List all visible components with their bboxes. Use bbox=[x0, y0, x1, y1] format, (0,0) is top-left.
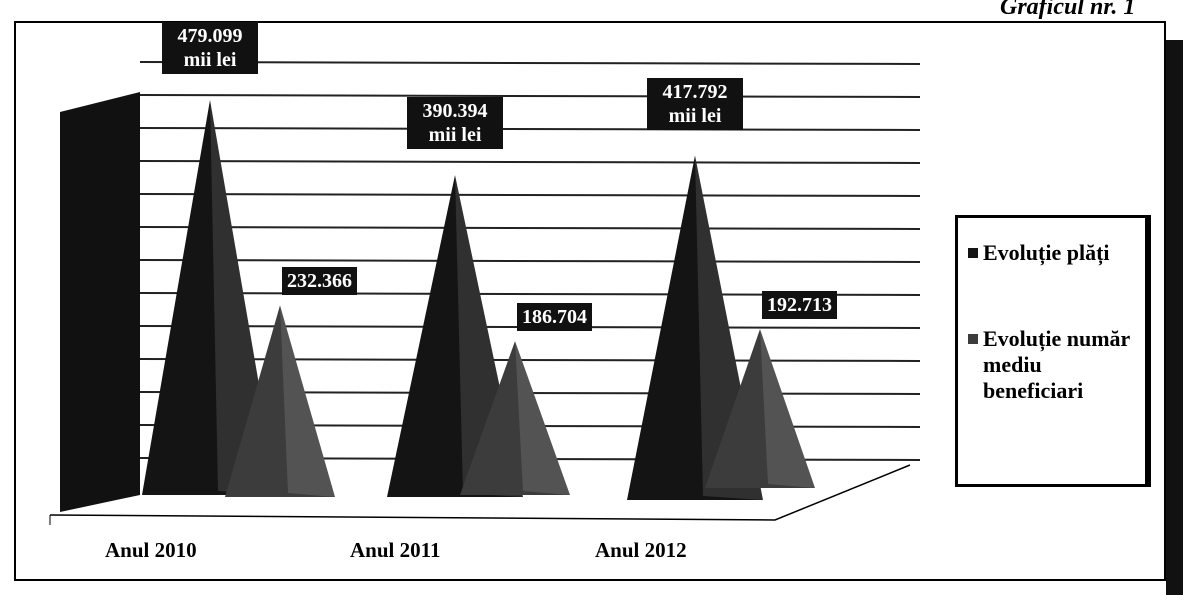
pyramid-shade bbox=[760, 329, 815, 488]
pyramid-shade bbox=[455, 175, 523, 497]
value-label: 479.099 mii lei bbox=[162, 22, 258, 74]
value-label: 186.704 bbox=[517, 303, 592, 332]
legend-swatch bbox=[968, 334, 978, 344]
value-label: 192.713 bbox=[762, 291, 837, 320]
x-tick-label: Anul 2012 bbox=[595, 538, 687, 562]
legend: Evoluție plăți Evoluție număr mediu benef… bbox=[955, 215, 1151, 487]
legend-label: Evoluție plăți bbox=[983, 240, 1110, 265]
legend-swatch bbox=[968, 248, 978, 258]
page-edge bbox=[1166, 40, 1183, 595]
pyramid-shade bbox=[515, 341, 570, 495]
pyramid bbox=[460, 341, 570, 495]
value-label: 417.792 mii lei bbox=[647, 77, 743, 130]
wall-line bbox=[139, 61, 921, 65]
wall-line bbox=[139, 226, 921, 230]
wall-line bbox=[139, 358, 921, 362]
wall-line bbox=[139, 127, 921, 131]
legend-entry: Evoluție număr mediu beneficiari bbox=[964, 326, 1139, 404]
x-tick-label: Anul 2010 bbox=[105, 538, 197, 562]
plot bbox=[142, 100, 815, 501]
value-label: 232.366 bbox=[282, 267, 357, 296]
chart-title: Graficul nr. 1 bbox=[1000, 0, 1136, 20]
floor-edge bbox=[49, 464, 911, 521]
wall-line bbox=[139, 259, 921, 263]
x-tick-label: Anul 2011 bbox=[350, 538, 441, 562]
wall-line bbox=[139, 160, 921, 164]
pyramid-shade bbox=[280, 305, 335, 497]
pyramid bbox=[705, 329, 815, 488]
legend-entry: Evoluție plăți bbox=[964, 240, 1139, 266]
wall-line bbox=[139, 94, 921, 98]
pyramid bbox=[627, 155, 763, 501]
value-label: 390.394 mii lei bbox=[407, 97, 503, 150]
pyramid bbox=[225, 305, 335, 497]
pyramid bbox=[142, 100, 278, 495]
chart-frame bbox=[14, 21, 1166, 581]
wall-line bbox=[139, 193, 921, 197]
legend-label: Evoluție număr mediu beneficiari bbox=[983, 326, 1130, 403]
side-wall bbox=[60, 92, 140, 512]
